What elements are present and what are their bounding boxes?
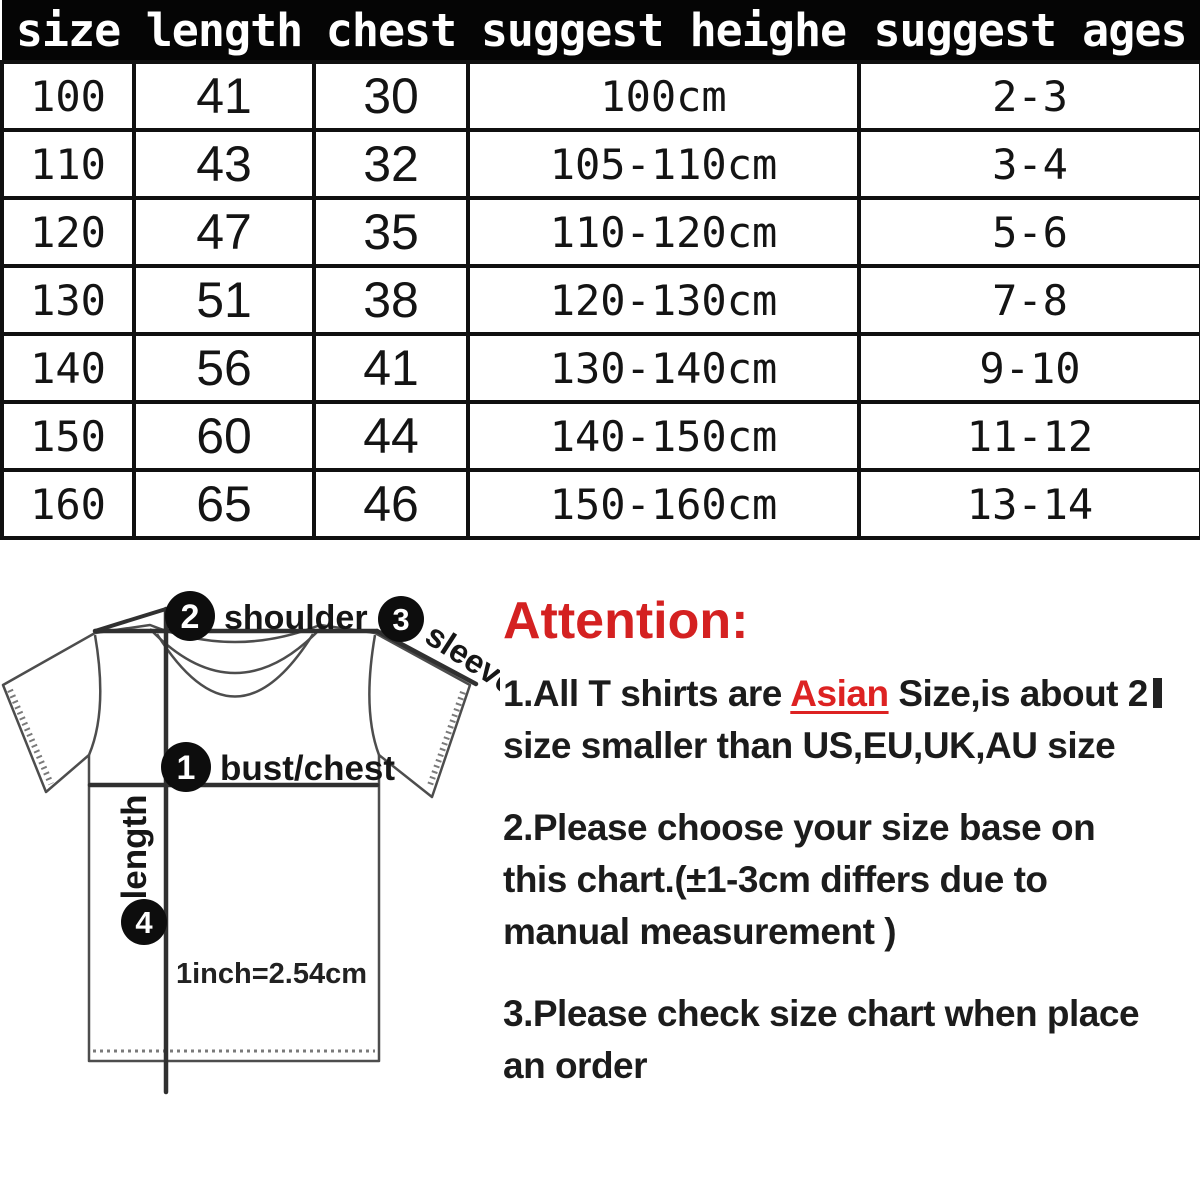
note1-prefix: 1.All T shirts are	[503, 673, 791, 714]
chest-cell: 46	[312, 468, 470, 540]
attention-note-2: 2.Please choose your size base on this c…	[503, 802, 1200, 958]
chest-cell: 41	[312, 332, 470, 404]
chest-cell: 30	[312, 60, 470, 132]
badge-4-number: 4	[135, 905, 153, 940]
height-cell: 150-160cm	[466, 468, 861, 540]
chest-cell: 35	[312, 196, 470, 268]
length-measure-top-diagonal	[93, 607, 168, 633]
badge-1-number: 1	[177, 749, 196, 787]
size-cell: 120	[0, 196, 136, 268]
badge-1-circle	[161, 742, 211, 792]
size-cell: 160	[0, 468, 136, 540]
tshirt-outline	[1, 623, 472, 1063]
col-header-chest: chest	[314, 0, 468, 62]
col-header-length: length	[134, 0, 314, 62]
chest-cell: 32	[312, 128, 470, 200]
table-row: 150 60 44 140-150cm 11-12	[0, 400, 1200, 472]
table-row: 130 51 38 120-130cm 7-8	[0, 264, 1200, 336]
height-cell: 120-130cm	[466, 264, 861, 336]
length-cell: 56	[132, 332, 316, 404]
ages-cell: 2-3	[857, 60, 1200, 132]
left-sleeve-seam	[87, 634, 102, 756]
ages-cell: 5-6	[857, 196, 1200, 268]
table-row: 120 47 35 110-120cm 5-6	[0, 196, 1200, 268]
attention-panel: Attention: 1.All T shirts are Asian Size…	[503, 592, 1200, 1122]
height-cell: 110-120cm	[466, 196, 861, 268]
ages-cell: 3-4	[857, 128, 1200, 200]
attention-title: Attention:	[503, 592, 749, 650]
length-cell: 41	[132, 60, 316, 132]
collar-outer-arc	[155, 633, 315, 698]
length-cell: 65	[132, 468, 316, 540]
right-sleeve-seam	[368, 634, 381, 756]
shoulder-label: shoulder	[224, 599, 368, 637]
bust-chest-label: bust/chest	[220, 749, 395, 788]
chest-cell: 44	[312, 400, 470, 472]
note2-line1: 2.Please choose your size base on	[503, 807, 1096, 848]
size-cell: 150	[0, 400, 136, 472]
left-cuff-stitching	[7, 688, 54, 786]
table-row: 140 56 41 130-140cm 9-10	[0, 332, 1200, 404]
note2-line2: this chart.(±1-3cm differs due to	[503, 859, 1048, 900]
note3-line2: an order	[503, 1045, 648, 1086]
length-cell: 60	[132, 400, 316, 472]
badge-2-number: 2	[181, 598, 200, 636]
col-header-size: size	[2, 0, 134, 62]
table-row: 100 41 30 100cm 2-3	[0, 60, 1200, 132]
badge-3-circle	[378, 596, 424, 642]
note2-line3: manual measurement )	[503, 911, 897, 952]
height-cell: 130-140cm	[466, 332, 861, 404]
height-cell: 105-110cm	[466, 128, 861, 200]
attention-note-3: 3.Please check size chart when place an …	[503, 988, 1200, 1092]
size-cell: 110	[0, 128, 136, 200]
note1-line2: size smaller than US,EU,UK,AU size	[503, 725, 1116, 766]
right-cuff-stitching	[426, 690, 466, 790]
attention-note-1: 1.All T shirts are Asian Size,is about 2…	[503, 668, 1200, 772]
length-cell: 47	[132, 196, 316, 268]
chest-cell: 38	[312, 264, 470, 336]
col-header-height: suggest heighe	[468, 0, 859, 62]
size-table: size length chest suggest heighe suggest…	[0, 0, 1200, 540]
size-cell: 130	[0, 264, 136, 336]
table-header-row: size length chest suggest heighe suggest…	[2, 0, 1200, 62]
collar-inner-arc	[149, 628, 321, 675]
height-cell: 100cm	[466, 60, 861, 132]
ages-cell: 11-12	[857, 400, 1200, 472]
length-cell: 51	[132, 264, 316, 336]
note1-suffix: Size,is about 2	[888, 673, 1148, 714]
size-cell: 140	[0, 332, 136, 404]
table-row: 110 43 32 105-110cm 3-4	[0, 128, 1200, 200]
ages-cell: 9-10	[857, 332, 1200, 404]
note1-line1: 1.All T shirts are Asian Size,is about 2	[503, 673, 1162, 714]
col-header-ages: suggest ages	[859, 0, 1200, 62]
size-cell: 100	[0, 60, 136, 132]
badge-2-circle	[165, 591, 215, 641]
tshirt-measurement-diagram: 2 shoulder 3 sleeve 1 bust/chest length …	[1, 591, 500, 1095]
length-cell: 43	[132, 128, 316, 200]
badge-4-circle	[121, 899, 167, 945]
asian-size-highlight: Asian	[790, 673, 889, 714]
note3-line1: 3.Please check size chart when place	[503, 993, 1140, 1034]
badge-3-number: 3	[392, 602, 409, 637]
length-label: length	[115, 795, 154, 900]
ages-cell: 13-14	[857, 468, 1200, 540]
clipped-character	[1152, 678, 1162, 708]
inch-conversion-note: 1inch=2.54cm	[176, 958, 367, 990]
height-cell: 140-150cm	[466, 400, 861, 472]
table-row: 160 65 46 150-160cm 13-14	[0, 468, 1200, 540]
ages-cell: 7-8	[857, 264, 1200, 336]
